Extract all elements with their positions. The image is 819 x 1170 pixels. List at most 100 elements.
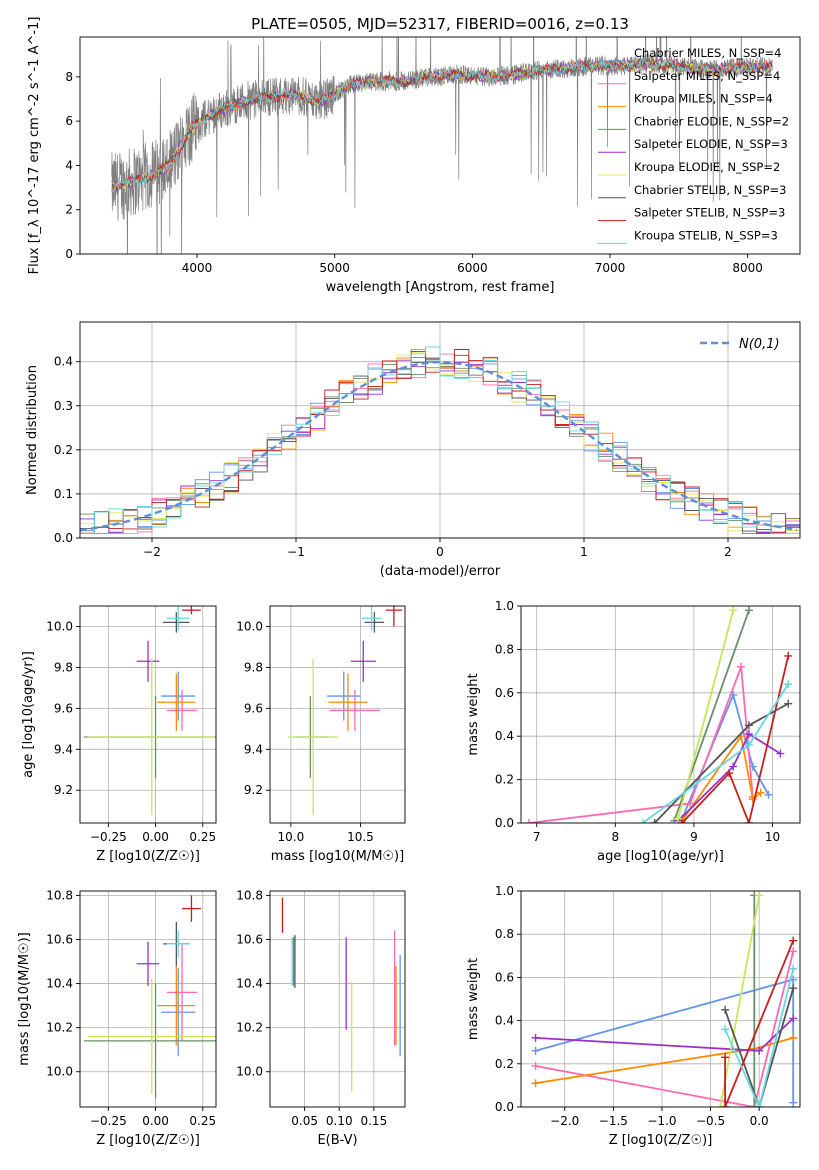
x-tick-label: 0.15: [360, 1114, 387, 1128]
weight-marker: [750, 1103, 759, 1107]
x-tick-label: 0.00: [142, 1114, 169, 1128]
y-tick-label: 10.0: [46, 1065, 73, 1079]
weight-marker: [755, 891, 764, 900]
x-tick-label: 0.10: [326, 1114, 353, 1128]
legend-label: Chabrier STELIB, N_SSP=3: [634, 183, 786, 197]
mass-vs-extinction-panel: 0.05 0.10 0.15 10.0 10.2 10.4 10.6 10.8 E(B-V): [236, 888, 406, 1148]
weight-marker: [650, 819, 659, 823]
data-point: [87, 979, 216, 1094]
weight-marker: [531, 1033, 540, 1042]
data-point: [385, 606, 403, 627]
plot-area: [80, 346, 800, 535]
x-axis-label: E(B-V): [317, 1133, 357, 1148]
data-point: [328, 673, 368, 731]
y-axis-label: mass weight: [466, 673, 481, 755]
data-point: [157, 673, 196, 731]
weight-marker: [744, 721, 753, 730]
x-tick-label: 7000: [595, 261, 626, 275]
y-tick-label: 9.2: [244, 783, 263, 797]
axes-frame: [520, 890, 801, 1108]
weight-marker: [744, 730, 753, 739]
data-point: [350, 640, 376, 682]
plot-area: [288, 606, 403, 815]
y-axis-label: mass [log10(M/M☉)]: [17, 932, 32, 1065]
legend-label: Kroupa ELODIE, N_SSP=2: [634, 160, 780, 174]
model-spectrum-line: [111, 58, 773, 194]
weight-marker: [737, 662, 746, 671]
data-point: [166, 943, 198, 1041]
y-axis-label: age [log10(age/yr)]: [21, 651, 36, 778]
mass-vs-metallicity-panel: −0.25 0.00 0.25 10.0 10.2 10.4 10.6 10.8 Z [log1…: [17, 888, 217, 1148]
legend-label: N(0,1): [739, 337, 780, 352]
y-tick-label: 0.1: [54, 487, 73, 501]
x-tick-label: 0.05: [291, 1114, 318, 1128]
y-tick-label: 0.0: [495, 816, 514, 830]
weight-series-line: [681, 655, 790, 823]
axes-frame: [79, 605, 217, 824]
data-point: [182, 606, 201, 615]
y-tick-label: 0.0: [495, 1100, 514, 1114]
y-tick-label: 0.6: [495, 970, 514, 984]
axes-frame: [79, 890, 217, 1108]
y-tick-label: 9.8: [54, 660, 73, 674]
weight-marker: [531, 1046, 540, 1055]
weight-marker: [789, 947, 798, 956]
x-tick-label: −0.25: [90, 1114, 127, 1128]
weight-marker: [755, 1046, 764, 1055]
weight-marker: [729, 762, 738, 771]
weight-marker: [784, 651, 793, 660]
axes: 4000 5000 6000 7000 8000 0 2 4 6 8 wavelength [Ang…: [27, 17, 801, 295]
x-tick-label: 4000: [182, 261, 213, 275]
weight-marker: [789, 1014, 798, 1023]
plot-area: [83, 606, 216, 815]
gaussian-reference-curve: [80, 360, 798, 532]
x-axis-label: Z [log10(Z/Z☉)]: [96, 1133, 200, 1148]
y-tick-label: 4: [65, 158, 73, 172]
y-tick-label: 10.0: [236, 1065, 263, 1079]
weight-marker: [716, 1103, 725, 1107]
x-tick-label: 8: [611, 830, 619, 844]
data-point: [182, 895, 201, 922]
data-point: [161, 968, 196, 1057]
x-tick-label: 7: [533, 830, 541, 844]
legend-label: Chabrier ELODIE, N_SSP=2: [634, 114, 789, 128]
y-tick-label: 0: [65, 247, 73, 261]
weight-marker: [678, 819, 687, 823]
axes: 7 8 9 10 0.0 0.2 0.4 0.6 0.8 1.0 age [log10(age/yr…: [466, 599, 801, 864]
y-tick-label: 9.4: [54, 742, 73, 756]
y-axis-label: Flux [f_λ 10^-17 erg cm^-2 s^-1 A^-1]: [27, 17, 42, 275]
legend-label: Salpeter STELIB, N_SSP=3: [634, 206, 785, 220]
x-tick-label: −1: [287, 545, 305, 559]
x-tick-label: 10.0: [278, 830, 305, 844]
weight-marker: [721, 1005, 730, 1014]
weight-marker: [721, 1103, 730, 1107]
axes: −2.0 −1.5 −1.0 −0.5 0.0 0.0 0.2 0.4 0.6 0.8 1.0 Z […: [466, 884, 801, 1148]
x-tick-label: 10.5: [347, 830, 374, 844]
weight-marker: [531, 1061, 540, 1070]
y-tick-label: 6: [65, 114, 73, 128]
weight-series-line: [724, 968, 795, 1107]
plot-area: [83, 895, 216, 1099]
y-tick-label: 9.4: [244, 742, 263, 756]
y-tick-label: 10.4: [46, 977, 73, 991]
x-axis-label: wavelength [Angstrom, rest frame]: [326, 280, 555, 295]
y-tick-label: 0.2: [495, 773, 514, 787]
weight-marker: [744, 740, 753, 749]
x-tick-label: 1: [580, 545, 588, 559]
y-tick-label: 8: [65, 70, 73, 84]
y-tick-label: 0.4: [495, 729, 514, 743]
y-tick-label: 9.6: [54, 701, 73, 715]
mass-weight-vs-age-panel: 7 8 9 10 0.0 0.2 0.4 0.6 0.8 1.0 age [log10(age/yr…: [466, 599, 801, 864]
data-point: [136, 640, 160, 682]
weight-marker: [721, 1025, 730, 1034]
y-tick-label: 2: [65, 203, 73, 217]
x-tick-label: −1.0: [647, 1114, 676, 1128]
x-tick-label: 9: [690, 830, 698, 844]
axes: 0.05 0.10 0.15 10.0 10.2 10.4 10.6 10.8 E(B-V): [236, 888, 406, 1148]
y-tick-label: 1.0: [495, 884, 514, 898]
axes: 10.0 10.5 9.2 9.4 9.6 9.8 10.0 mass [log10(M/M☉…: [236, 605, 406, 864]
y-tick-label: 10.4: [236, 977, 263, 991]
weight-series-line: [724, 987, 795, 1107]
spectrum-panel: 4000 5000 6000 7000 8000 0 2 4 6 8 wavelength [Ang…: [27, 17, 801, 295]
weight-marker: [744, 606, 753, 615]
